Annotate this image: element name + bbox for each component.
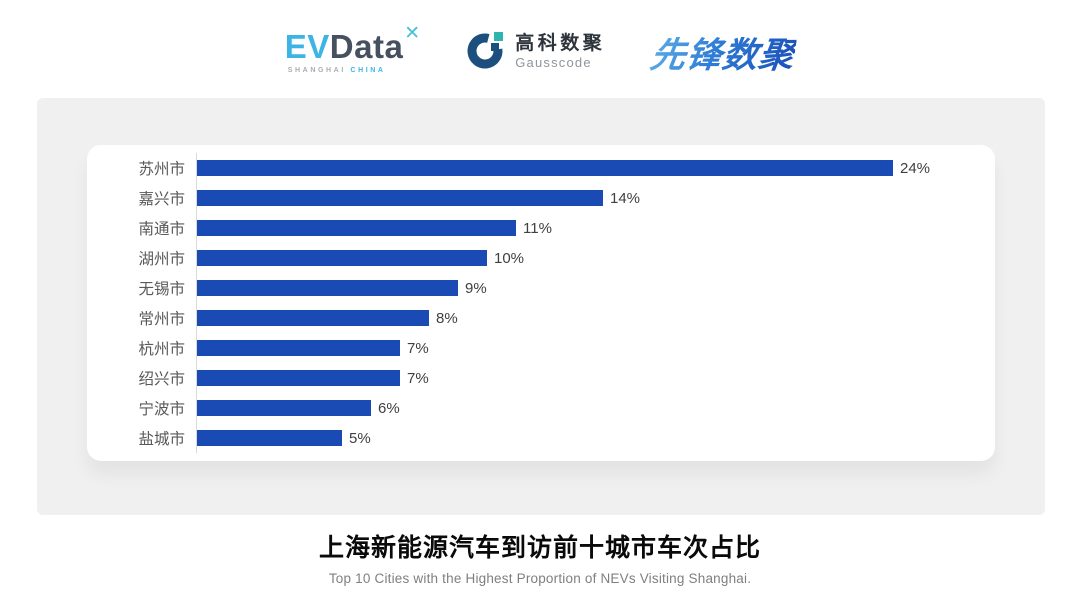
- chart-subtitle: Top 10 Cities with the Highest Proportio…: [328, 571, 752, 586]
- category-label: 嘉兴市: [138, 191, 185, 208]
- title-block: 上海新能源汽车到访前十城市车次占比 Top 10 Cities with the…: [0, 528, 1080, 586]
- logo-bar: EV Data ✕ SHANGHAI CHINA 高科数聚 Gausscode 先锋…: [0, 16, 1080, 88]
- value-label: 9%: [465, 279, 487, 297]
- chart-row: 常州市 8%: [87, 303, 979, 333]
- chart-row: 宁波市 6%: [87, 393, 979, 423]
- chart-row: 南通市 11%: [87, 213, 979, 243]
- bar: [197, 220, 516, 236]
- bar: [197, 340, 400, 356]
- value-label: 11%: [523, 219, 552, 237]
- category-label: 宁波市: [138, 401, 185, 418]
- chart-row: 嘉兴市 14%: [87, 183, 979, 213]
- chart-row: 无锡市 9%: [87, 273, 979, 303]
- bar: [197, 190, 603, 206]
- value-label: 6%: [378, 399, 400, 417]
- bar-chart: 苏州市 24% 嘉兴市 14% 南通市 11% 湖州市 10% 无锡市 9% 常州市 8% 杭州市 7% 绍…: [87, 153, 979, 453]
- evdata-logo: EV Data ✕ SHANGHAI CHINA: [284, 24, 420, 74]
- chart-row: 湖州市 10%: [87, 243, 979, 273]
- bar-track: 7%: [196, 363, 979, 393]
- category-label: 绍兴市: [138, 371, 185, 388]
- value-label: 14%: [610, 189, 641, 207]
- category-label: 常州市: [138, 311, 185, 328]
- gausscode-cn-text: 高科数聚: [515, 32, 606, 54]
- evdata-data-text: Data: [329, 28, 404, 65]
- gausscode-mark-icon: [466, 30, 506, 75]
- chart-row: 绍兴市 7%: [87, 363, 979, 393]
- category-label: 盐城市: [138, 431, 185, 448]
- value-label: 7%: [407, 369, 429, 387]
- bar-track: 7%: [196, 333, 979, 363]
- value-label: 5%: [349, 429, 371, 447]
- bar: [197, 160, 893, 176]
- bar: [197, 250, 487, 266]
- bar: [197, 430, 342, 446]
- category-label: 湖州市: [138, 251, 185, 268]
- evdata-shanghai-text: SHANGHAI: [287, 67, 346, 74]
- category-label: 杭州市: [138, 341, 185, 358]
- bar: [197, 370, 400, 386]
- category-label: 南通市: [138, 221, 185, 238]
- evdata-subtitle: SHANGHAI CHINA: [285, 67, 386, 74]
- chart-row: 盐城市 5%: [87, 423, 979, 453]
- bar-track: 24%: [196, 153, 979, 183]
- chart-title: 上海新能源汽车到访前十城市车次占比: [318, 534, 761, 562]
- bar-track: 10%: [196, 243, 979, 273]
- gausscode-text: 高科数聚 Gausscode: [515, 32, 606, 70]
- evdata-ev-text: EV: [284, 28, 330, 65]
- evdata-china-text: CHINA: [350, 67, 386, 74]
- gausscode-logo: 高科数聚 Gausscode: [466, 30, 605, 75]
- bar: [197, 400, 371, 416]
- bar-track: 5%: [196, 423, 979, 453]
- pioneer-logo: 先锋数聚: [648, 27, 799, 78]
- value-label: 24%: [900, 159, 931, 177]
- category-label: 无锡市: [138, 281, 185, 298]
- chart-row: 杭州市 7%: [87, 333, 979, 363]
- value-label: 8%: [436, 309, 458, 327]
- sparkle-icon: ✕: [404, 23, 421, 44]
- chart-panel: 苏州市 24% 嘉兴市 14% 南通市 11% 湖州市 10% 无锡市 9% 常州市 8% 杭州市 7% 绍…: [37, 98, 1045, 515]
- bar-track: 6%: [196, 393, 979, 423]
- bar-track: 9%: [196, 273, 979, 303]
- value-label: 7%: [407, 339, 429, 357]
- bar-track: 8%: [196, 303, 979, 333]
- bar: [197, 310, 429, 326]
- chart-row: 苏州市 24%: [87, 153, 979, 183]
- bar-track: 11%: [196, 213, 979, 243]
- chart-card: 苏州市 24% 嘉兴市 14% 南通市 11% 湖州市 10% 无锡市 9% 常州市 8% 杭州市 7% 绍…: [87, 145, 995, 461]
- evdata-wordmark: EV Data ✕: [284, 24, 420, 65]
- category-label: 苏州市: [138, 161, 185, 178]
- value-label: 10%: [494, 249, 525, 267]
- bar-track: 14%: [196, 183, 979, 213]
- bar: [197, 280, 458, 296]
- gausscode-en-text: Gausscode: [515, 54, 592, 70]
